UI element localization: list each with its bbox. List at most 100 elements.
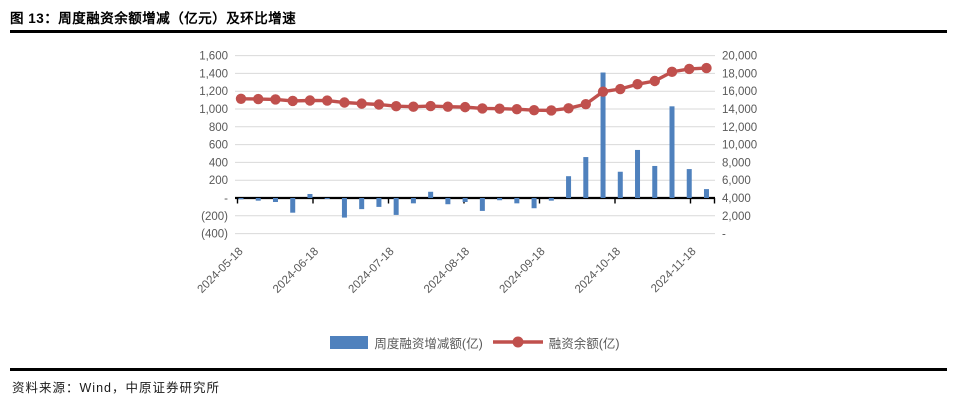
x-axis-label: 2024-06-18: [271, 246, 321, 296]
weekly-change-bar: [652, 165, 658, 198]
chart-legend: 周度融资增减额(亿) 融资余额(亿): [235, 331, 715, 353]
balance-point: [253, 93, 264, 105]
legend-label-line: 融资余额(亿): [548, 336, 620, 351]
x-axis-label: 2024-05-18: [196, 246, 246, 296]
balance-point: [701, 62, 712, 74]
balance-line: [240, 66, 707, 113]
balance-point: [408, 101, 419, 112]
balance-point: [615, 83, 626, 95]
left-axis-label: 800: [209, 122, 228, 134]
weekly-change-bar: [393, 198, 399, 215]
weekly-change-bar: [635, 149, 641, 198]
balance-point: [235, 93, 247, 104]
balance-point: [666, 66, 678, 78]
bar-series-swatch: [330, 335, 369, 349]
balance-point: [649, 75, 660, 87]
balance-point: [597, 86, 609, 97]
left-axis-label: (200): [201, 211, 228, 223]
balance-point: [390, 100, 402, 112]
balance-point: [304, 95, 316, 106]
left-axis-label: 200: [209, 175, 228, 187]
balance-point: [632, 79, 643, 90]
weekly-change-bar: [238, 198, 244, 200]
figure-title: 图 13：周度融资余额增减（亿元）及环比增速: [10, 11, 297, 26]
balance-point: [270, 94, 281, 105]
balance-point: [528, 105, 540, 116]
right-axis-label: 18,000: [722, 68, 757, 80]
x-axis-label: 2024-10-18: [573, 246, 623, 296]
legend-item-line: 融资余额(亿): [492, 333, 620, 352]
left-axis-label: 1,000: [199, 104, 228, 116]
source-divider: [10, 368, 947, 371]
source-note: 资料来源：Wind，中原证券研究所: [12, 381, 220, 395]
weekly-change-bar: [290, 198, 296, 213]
balance-point: [494, 103, 505, 114]
left-axis-label: 1,600: [199, 51, 228, 63]
balance-point: [442, 101, 454, 112]
balance-point: [684, 63, 695, 75]
weekly-change-bar: [514, 198, 520, 204]
x-axis-label: 2024-07-18: [347, 246, 397, 296]
weekly-change-bar: [255, 198, 261, 201]
weekly-change-bar: [410, 198, 416, 204]
weekly-change-bar: [617, 171, 623, 198]
weekly-change-bar: [324, 198, 330, 199]
balance-point: [477, 103, 488, 114]
right-axis-label: -: [722, 229, 726, 241]
weekly-change-bar: [600, 72, 606, 198]
left-axis-label: 1,400: [199, 68, 228, 80]
x-axis-label: 2024-08-18: [422, 246, 472, 296]
line-series-swatch: [492, 336, 543, 348]
balance-point: [287, 95, 298, 107]
weekly-change-bar: [686, 169, 692, 198]
legend-dot-glyph: [512, 336, 524, 348]
left-axis-label: -: [224, 193, 228, 205]
legend-label-bars: 周度融资增减额(亿): [374, 336, 483, 351]
right-axis-label: 6,000: [722, 175, 751, 187]
weekly-change-bar: [462, 198, 468, 203]
weekly-change-bar: [497, 198, 503, 201]
right-axis-label: 12,000: [722, 122, 757, 134]
x-axis-label: 2024-11-18: [649, 246, 698, 295]
weekly-change-bar: [548, 198, 554, 201]
balance-point: [356, 98, 367, 109]
title-divider: [10, 30, 947, 33]
balance-point: [322, 95, 333, 106]
right-axis-label: 10,000: [722, 140, 757, 152]
balance-point: [580, 98, 591, 110]
weekly-change-bar: [359, 198, 365, 210]
weekly-change-bar: [445, 198, 451, 205]
left-axis-label: 600: [209, 140, 228, 152]
left-axis-label: 1,200: [199, 86, 228, 98]
weekly-change-bar: [307, 193, 313, 198]
weekly-change-bar: [531, 198, 537, 209]
left-axis-label: 400: [209, 157, 228, 169]
weekly-change-bar: [669, 106, 675, 198]
weekly-change-bar: [272, 198, 278, 203]
balance-point: [563, 103, 574, 114]
legend-item-bars: 周度融资增减额(亿): [330, 333, 483, 352]
balance-point: [459, 101, 471, 113]
balance-point: [546, 105, 557, 116]
right-axis-label: 20,000: [722, 51, 757, 63]
balance-point: [511, 103, 523, 115]
right-axis-label: 16,000: [722, 86, 757, 98]
right-axis-label: 14,000: [722, 104, 757, 116]
left-axis-label: (400): [201, 229, 228, 241]
weekly-change-bar: [703, 189, 709, 198]
weekly-change-bar: [376, 198, 382, 207]
x-axis-label: 2024-09-18: [498, 246, 548, 296]
balance-point: [373, 99, 385, 110]
right-axis-label: 2,000: [722, 211, 751, 223]
balance-point: [425, 100, 436, 112]
balance-point: [339, 97, 350, 108]
weekly-change-bar: [479, 198, 485, 211]
weekly-change-bar: [428, 191, 434, 198]
right-axis-label: 4,000: [722, 193, 751, 205]
weekly-change-bar: [341, 198, 347, 218]
right-axis-label: 8,000: [722, 157, 751, 169]
weekly-change-bar: [583, 157, 589, 198]
weekly-change-bar: [566, 176, 572, 198]
